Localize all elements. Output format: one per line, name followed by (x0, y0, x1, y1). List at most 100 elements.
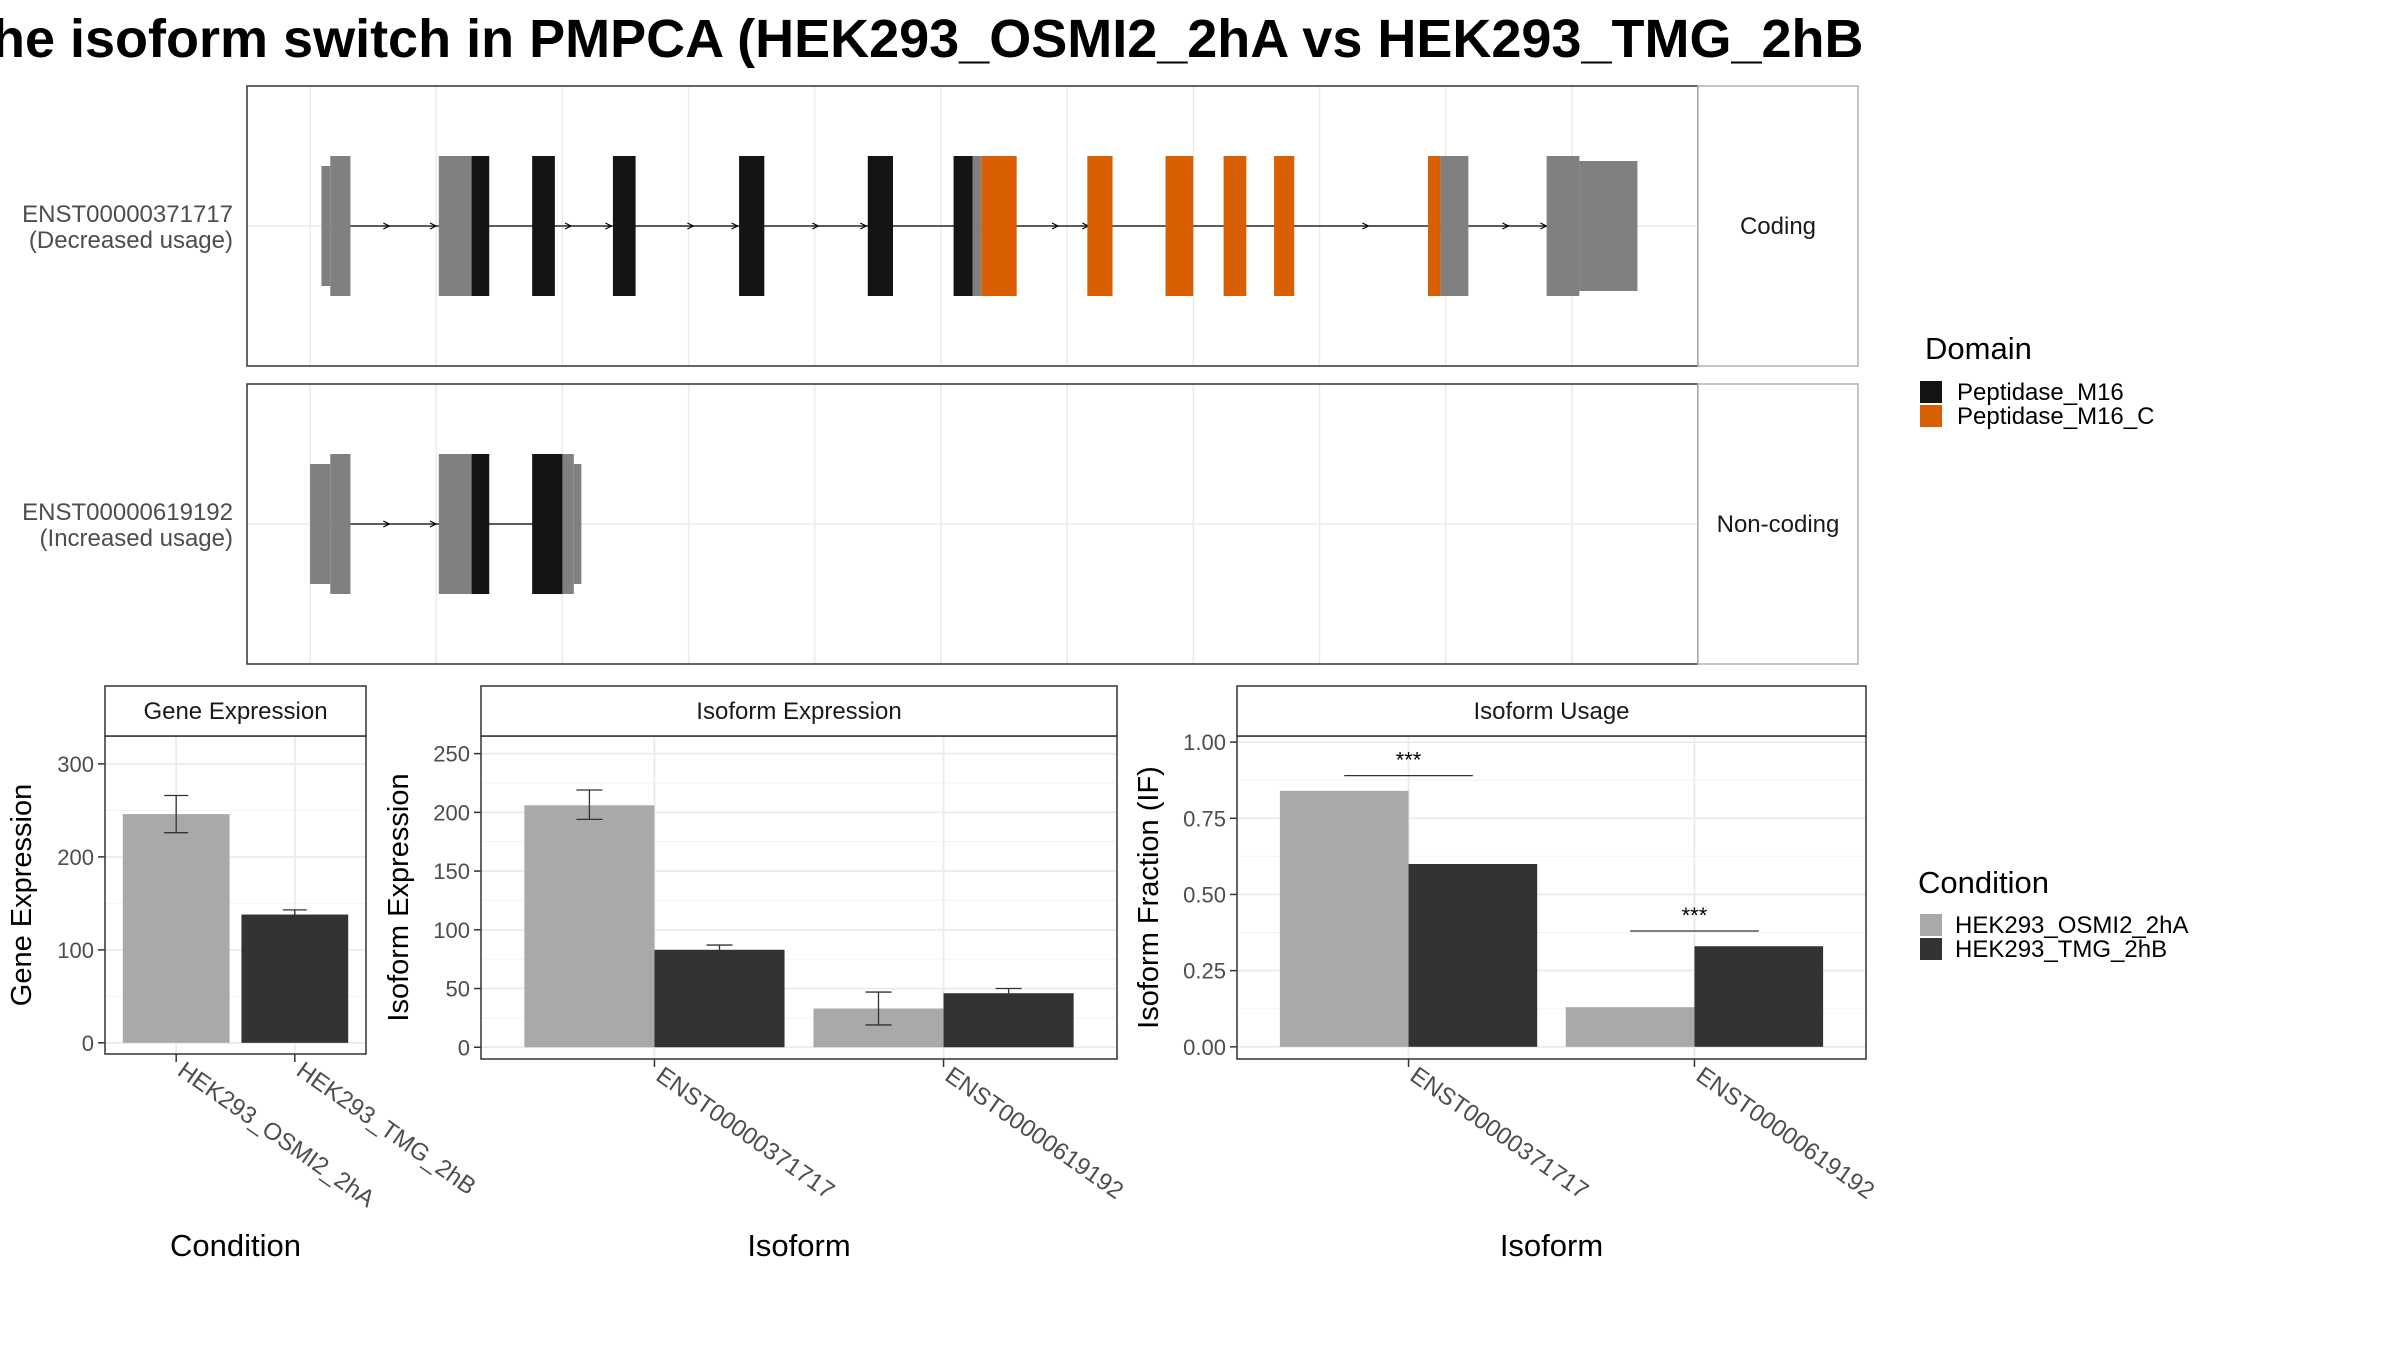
transcript-type-label: Non-coding (1717, 511, 1840, 538)
intron-direction-arrow (429, 222, 438, 230)
chart-strip-label: Isoform Expression (696, 698, 901, 725)
intron-direction-arrow (1362, 222, 1370, 230)
y-tick-label: 200 (433, 800, 470, 825)
chart-strip (1236, 685, 1867, 737)
condition-legend-key-b (1920, 938, 1942, 960)
condition-legend-label-a: HEK293_OSMI2_2hA (1955, 912, 2188, 939)
y-tick-label: 250 (433, 742, 470, 767)
bar-hek293_tmg_2hb (1694, 946, 1824, 1047)
y-axis-title: Isoform Fraction (IF) (1133, 766, 1165, 1029)
chart-gene-expression: 0100200300HEK293_OSMI2_2hAHEK293_TMG_2hB… (6, 685, 481, 1263)
bar-hek293_osmi2_2ha (524, 805, 655, 1048)
y-tick-label: 50 (446, 977, 470, 1002)
transcript-panel-1: Coding ENST00000371717(Decreased usage) (22, 85, 1859, 367)
exon-block-domain-peptidase-m16 (867, 156, 894, 296)
domain-legend-label-m16: Peptidase_M16 (1957, 379, 2124, 406)
intron-direction-arrow (564, 222, 573, 230)
intron-direction-arrow (383, 520, 391, 528)
chart-isoform-expression: 0 50 100 150 200 250 ENST00000371717 ENST000006… (383, 685, 1128, 1263)
exon-block-domain-peptidase-m16 (612, 156, 636, 296)
significance-label: *** (1682, 903, 1708, 928)
exon-block-utr (1579, 161, 1638, 291)
x-tick-label: HEK293_OSMI2_2hA (173, 1057, 380, 1213)
exon-block-domain-peptidase-m16 (953, 156, 973, 296)
exon-block-domain-peptidase-m16 (532, 454, 563, 594)
chart-strip (104, 685, 367, 737)
exon-block-domain-peptidase-m16 (471, 156, 490, 296)
y-tick-label: 200 (57, 845, 94, 870)
intron-direction-arrow (383, 222, 391, 230)
exon-block-utr (321, 166, 331, 286)
exon-block-utr (310, 464, 331, 584)
chart-strip-label: Isoform Usage (1473, 698, 1629, 725)
y-tick-label: 100 (57, 938, 94, 963)
y-axis-title: Isoform Expression (383, 773, 415, 1021)
transcript-structure-plot: Coding ENST00000371717(Decreased usage) No… (22, 85, 1859, 665)
exon-block-utr (562, 454, 574, 594)
domain-legend-label-m16-c: Peptidase_M16_C (1957, 403, 2154, 430)
exon-block-utr (438, 454, 472, 594)
x-tick-label: ENST00000371717 (651, 1062, 839, 1205)
bar-hek293_tmg_2hb (241, 914, 349, 1043)
figure-title: he isoform switch in PMPCA (HEK293_OSMI2… (0, 9, 1864, 69)
intron-direction-arrow (1051, 222, 1060, 230)
chart-isoform-usage: 0.00 0.25 0.50 0.75 1.00 *** *** ENST0000037171… (1133, 685, 1879, 1263)
exon-block-utr (438, 156, 472, 296)
exon-block-domain-peptidase-m16-c (1165, 156, 1194, 296)
y-tick-label: 0.75 (1183, 806, 1226, 831)
transcript-type-strip (1697, 383, 1859, 665)
intron-direction-arrow (687, 222, 695, 230)
intron-direction-arrow (605, 222, 613, 230)
domain-legend: Domain Peptidase_M16 Peptidase_M16_C (1920, 331, 2154, 430)
exon-block-domain-peptidase-m16-c (1274, 156, 1295, 296)
bar-hek293_tmg_2hb (654, 949, 785, 1048)
intron-direction-arrow (1502, 222, 1510, 230)
transcript-name: ENST00000619192 (22, 499, 233, 526)
exon-block-utr (1440, 156, 1469, 296)
intron-direction-arrow (1540, 222, 1548, 230)
exon-block-domain-peptidase-m16-c (1087, 156, 1113, 296)
x-tick-label: ENST00000371717 (1405, 1062, 1593, 1205)
x-axis-title: Condition (170, 1228, 301, 1263)
exon-block-domain-peptidase-m16-c (981, 156, 1017, 296)
x-axis-title: Isoform (1500, 1228, 1603, 1263)
intron-direction-arrow (812, 222, 820, 230)
transcript-name: ENST00000371717 (22, 201, 233, 228)
bar-hek293_osmi2_2ha (1279, 790, 1409, 1047)
condition-legend-label-b: HEK293_TMG_2hB (1955, 936, 2167, 963)
transcript-usage-label: (Decreased usage) (29, 227, 233, 254)
condition-legend: Condition HEK293_OSMI2_2hA HEK293_TMG_2h… (1918, 865, 2188, 963)
y-tick-label: 0.00 (1183, 1035, 1226, 1060)
domain-legend-key-m16-c (1920, 405, 1942, 427)
condition-legend-title: Condition (1918, 865, 2049, 900)
exon-block-domain-peptidase-m16-c (1223, 156, 1247, 296)
bar-hek293_tmg_2hb (943, 993, 1074, 1048)
significance-label: *** (1396, 748, 1422, 773)
exon-block-domain-peptidase-m16-c (1427, 156, 1441, 296)
exon-block-utr (972, 156, 982, 296)
exon-block-utr (1546, 156, 1580, 296)
exon-block-utr (330, 454, 351, 594)
x-tick-label: ENST00000619192 (940, 1062, 1128, 1205)
transcript-type-label: Coding (1740, 213, 1816, 240)
y-axis-title: Gene Expression (6, 784, 38, 1006)
y-tick-label: 0.25 (1183, 959, 1226, 984)
exon-block-domain-peptidase-m16 (739, 156, 765, 296)
intron-direction-arrow (429, 520, 438, 528)
exon-block-domain-peptidase-m16 (532, 156, 555, 296)
transcript-panel-2: Non-coding ENST00000619192(Increased usag… (22, 383, 1859, 665)
intron-direction-arrow (731, 222, 739, 230)
bar-hek293_tmg_2hb (1408, 863, 1538, 1047)
y-tick-label: 1.00 (1183, 730, 1226, 755)
chart-strip (480, 685, 1118, 737)
y-tick-label: 0.50 (1183, 882, 1226, 907)
x-tick-label: ENST00000619192 (1691, 1062, 1879, 1205)
condition-legend-key-a (1920, 914, 1942, 936)
expression-bar-charts: 0100200300HEK293_OSMI2_2hAHEK293_TMG_2hB… (6, 685, 1879, 1263)
exon-block-utr (330, 156, 351, 296)
y-tick-label: 0 (458, 1035, 470, 1060)
bar-hek293_osmi2_2ha (1565, 1007, 1695, 1047)
intron-direction-arrow (859, 222, 868, 230)
y-tick-label: 300 (57, 752, 94, 777)
domain-legend-title: Domain (1925, 331, 2032, 366)
